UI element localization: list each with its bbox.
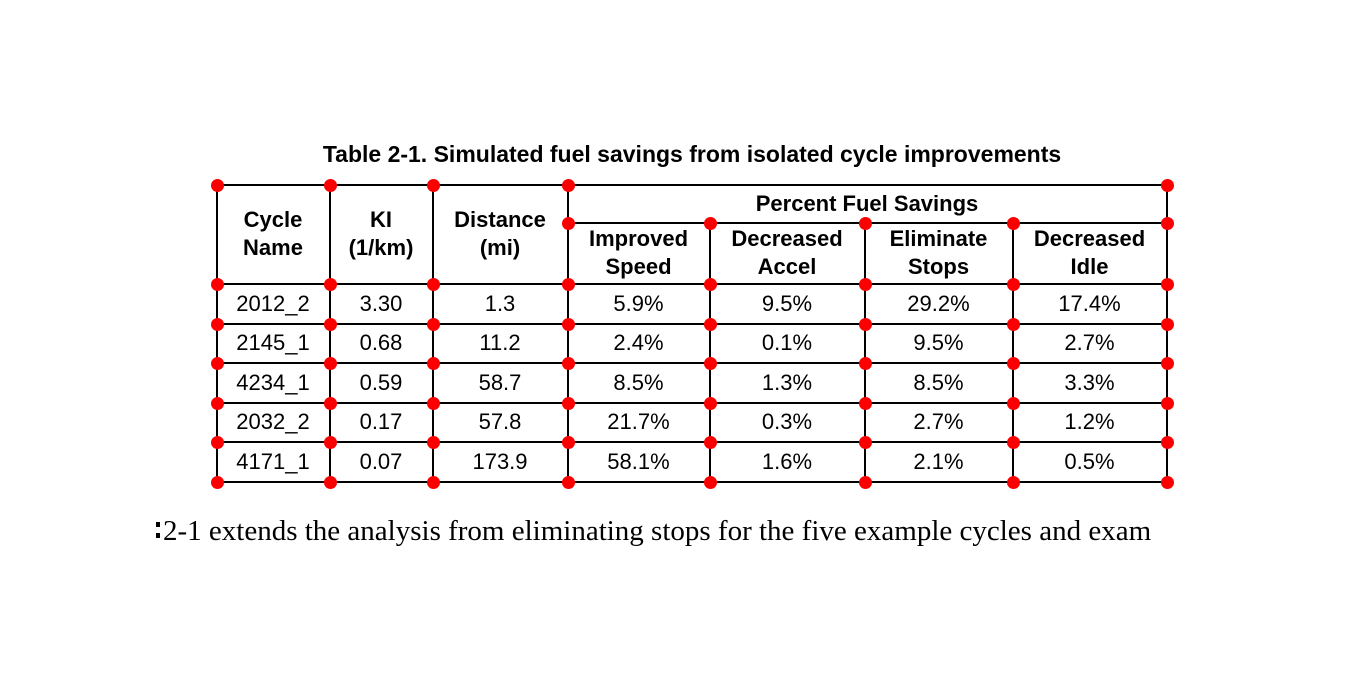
cell-decreased-idle: 0.5%: [1012, 441, 1167, 482]
cell-ki: 0.68: [329, 323, 433, 363]
cell-cycle-name: 2012_2: [216, 283, 330, 324]
cell-distance: 1.3: [432, 283, 568, 324]
cell-decreased-accel: 1.6%: [709, 441, 865, 482]
cell-cycle-name: 4171_1: [216, 441, 330, 482]
cell-decreased-accel: 1.3%: [709, 362, 865, 403]
cell-decreased-accel: 9.5%: [709, 283, 865, 324]
clipped-character-fragment: [156, 522, 160, 538]
cell-improved-speed: 8.5%: [567, 362, 710, 403]
header-cycle-name: Cycle Name: [216, 184, 330, 284]
cell-eliminate-stops: 2.7%: [864, 402, 1013, 442]
cell-eliminate-stops: 29.2%: [864, 283, 1013, 324]
header-eliminate-stops: Eliminate Stops: [864, 222, 1013, 284]
cell-improved-speed: 21.7%: [567, 402, 710, 442]
cell-cycle-name: 2145_1: [216, 323, 330, 363]
cell-improved-speed: 58.1%: [567, 441, 710, 482]
header-decreased-accel: Decreased Accel: [709, 222, 865, 284]
cell-distance: 11.2: [432, 323, 568, 363]
cell-ki: 0.17: [329, 402, 433, 442]
cell-decreased-accel: 0.3%: [709, 402, 865, 442]
cell-decreased-accel: 0.1%: [709, 323, 865, 363]
cell-decreased-idle: 17.4%: [1012, 283, 1167, 324]
cell-eliminate-stops: 9.5%: [864, 323, 1013, 363]
header-decreased-idle: Decreased Idle: [1012, 222, 1167, 284]
cell-eliminate-stops: 8.5%: [864, 362, 1013, 403]
body-text: 2-1 extends the analysis from eliminatin…: [163, 515, 1152, 547]
header-improved-speed: Improved Speed: [567, 222, 710, 284]
header-ki: KI (1/km): [329, 184, 433, 284]
cell-distance: 57.8: [432, 402, 568, 442]
header-percent-fuel-savings: Percent Fuel Savings: [567, 184, 1167, 223]
header-distance: Distance (mi): [432, 184, 568, 284]
cell-improved-speed: 2.4%: [567, 323, 710, 363]
cell-ki: 0.59: [329, 362, 433, 403]
cell-ki: 0.07: [329, 441, 433, 482]
cell-ki: 3.30: [329, 283, 433, 324]
cell-distance: 58.7: [432, 362, 568, 403]
cell-cycle-name: 4234_1: [216, 362, 330, 403]
table-title: Table 2-1. Simulated fuel savings from i…: [322, 141, 1062, 167]
cell-improved-speed: 5.9%: [567, 283, 710, 324]
cell-distance: 173.9: [432, 441, 568, 482]
cell-cycle-name: 2032_2: [216, 402, 330, 442]
fuel-savings-table: Cycle Name KI (1/km) Distance (mi) Perce…: [215, 183, 1168, 483]
cell-decreased-idle: 1.2%: [1012, 402, 1167, 442]
cell-eliminate-stops: 2.1%: [864, 441, 1013, 482]
cell-decreased-idle: 3.3%: [1012, 362, 1167, 403]
cell-decreased-idle: 2.7%: [1012, 323, 1167, 363]
